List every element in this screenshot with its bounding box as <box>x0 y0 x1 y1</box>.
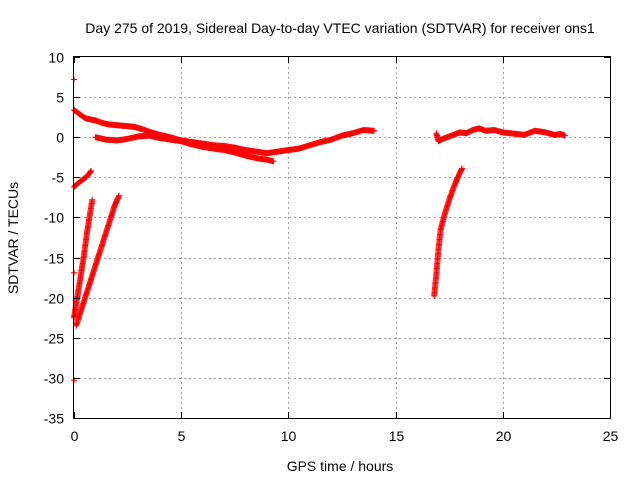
data-marks <box>71 76 568 384</box>
x-tick-label: 15 <box>389 428 405 444</box>
data-point <box>561 132 568 139</box>
data-point <box>116 192 123 199</box>
x-tick-label: 5 <box>178 428 186 444</box>
series-arc-rise-4 <box>431 165 466 300</box>
y-tick-label: -5 <box>52 170 65 186</box>
y-tick-label: -25 <box>44 331 64 347</box>
data-point <box>371 127 378 134</box>
data-point <box>87 168 94 175</box>
y-tick-label: -30 <box>44 371 64 387</box>
y-tick-label: 10 <box>48 50 64 66</box>
y-tick-label: 5 <box>56 90 64 106</box>
y-axis-label: SDTVAR / TECUs <box>5 182 21 294</box>
series-arc-rise-3 <box>73 192 123 329</box>
x-tick-label: 25 <box>603 428 619 444</box>
x-tick-label: 10 <box>281 428 297 444</box>
plot-frame <box>73 56 611 419</box>
grid <box>74 57 610 418</box>
series-arc-lower <box>92 132 277 165</box>
x-axis-label: GPS time / hours <box>287 458 394 474</box>
y-tick-label: -10 <box>44 210 64 226</box>
data-point <box>459 165 466 172</box>
data-point <box>270 158 277 165</box>
axis-ticks: 0 5 10 15 20 25 -35 -30 -25 -20 -15 -10 -5 0 5 10 <box>44 50 619 445</box>
series-arc-rise-1 <box>71 167 95 190</box>
y-tick-label: -15 <box>44 251 64 267</box>
x-tick-label: 0 <box>71 428 79 444</box>
series-arc-rise-2 <box>71 196 96 321</box>
data-point <box>89 196 96 203</box>
y-tick-label: -35 <box>44 411 64 427</box>
series-arc-late-flat <box>433 125 568 145</box>
x-tick-label: 20 <box>496 428 512 444</box>
chart-title: Day 275 of 2019, Sidereal Day-to-day VTE… <box>85 20 595 36</box>
data-point <box>88 167 95 174</box>
y-tick-label: 0 <box>56 130 64 146</box>
y-tick-label: -20 <box>44 291 64 307</box>
